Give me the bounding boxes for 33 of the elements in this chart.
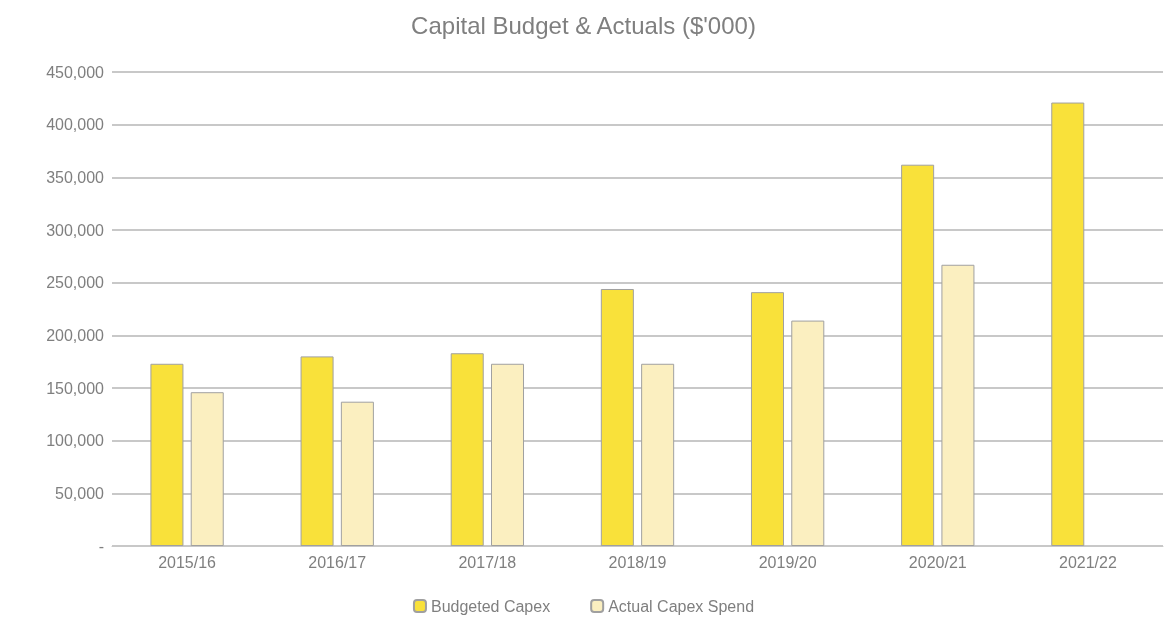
bar (190, 392, 224, 546)
y-tick-label: 450,000 (46, 63, 105, 81)
legend-label: Actual Capex Spend (608, 597, 755, 615)
x-tick-label: 2019/20 (758, 553, 817, 571)
y-tick-label: 300,000 (46, 221, 105, 239)
y-tick-label: - (98, 537, 104, 555)
y-tick-label: 200,000 (46, 326, 105, 344)
x-tick-label: 2020/21 (908, 553, 967, 571)
bar (450, 353, 484, 546)
bar (600, 288, 634, 546)
y-tick-label: 50,000 (55, 484, 105, 502)
x-tick-label: 2018/19 (608, 553, 667, 571)
chart-title: Capital Budget & Actuals ($'000) (411, 11, 756, 39)
bar (490, 363, 525, 546)
y-tick-label: 250,000 (46, 274, 105, 292)
bar (150, 363, 184, 546)
bar (750, 292, 785, 546)
bar (340, 401, 374, 546)
bar (300, 356, 334, 546)
x-tick-label: 2017/18 (458, 553, 517, 571)
y-tick-label: 400,000 (46, 116, 105, 134)
x-tick-label: 2015/16 (158, 553, 217, 571)
bar (941, 264, 975, 546)
bar (641, 363, 675, 546)
y-tick-label: 350,000 (46, 168, 105, 186)
bar (901, 164, 935, 546)
legend-label: Budgeted Capex (430, 597, 551, 615)
y-tick-label: 100,000 (46, 432, 105, 450)
bar (791, 320, 825, 546)
x-tick-label: 2016/17 (308, 553, 367, 571)
x-tick-label: 2021/22 (1059, 553, 1117, 571)
y-tick-label: 150,000 (46, 379, 105, 397)
bar (1051, 102, 1085, 546)
